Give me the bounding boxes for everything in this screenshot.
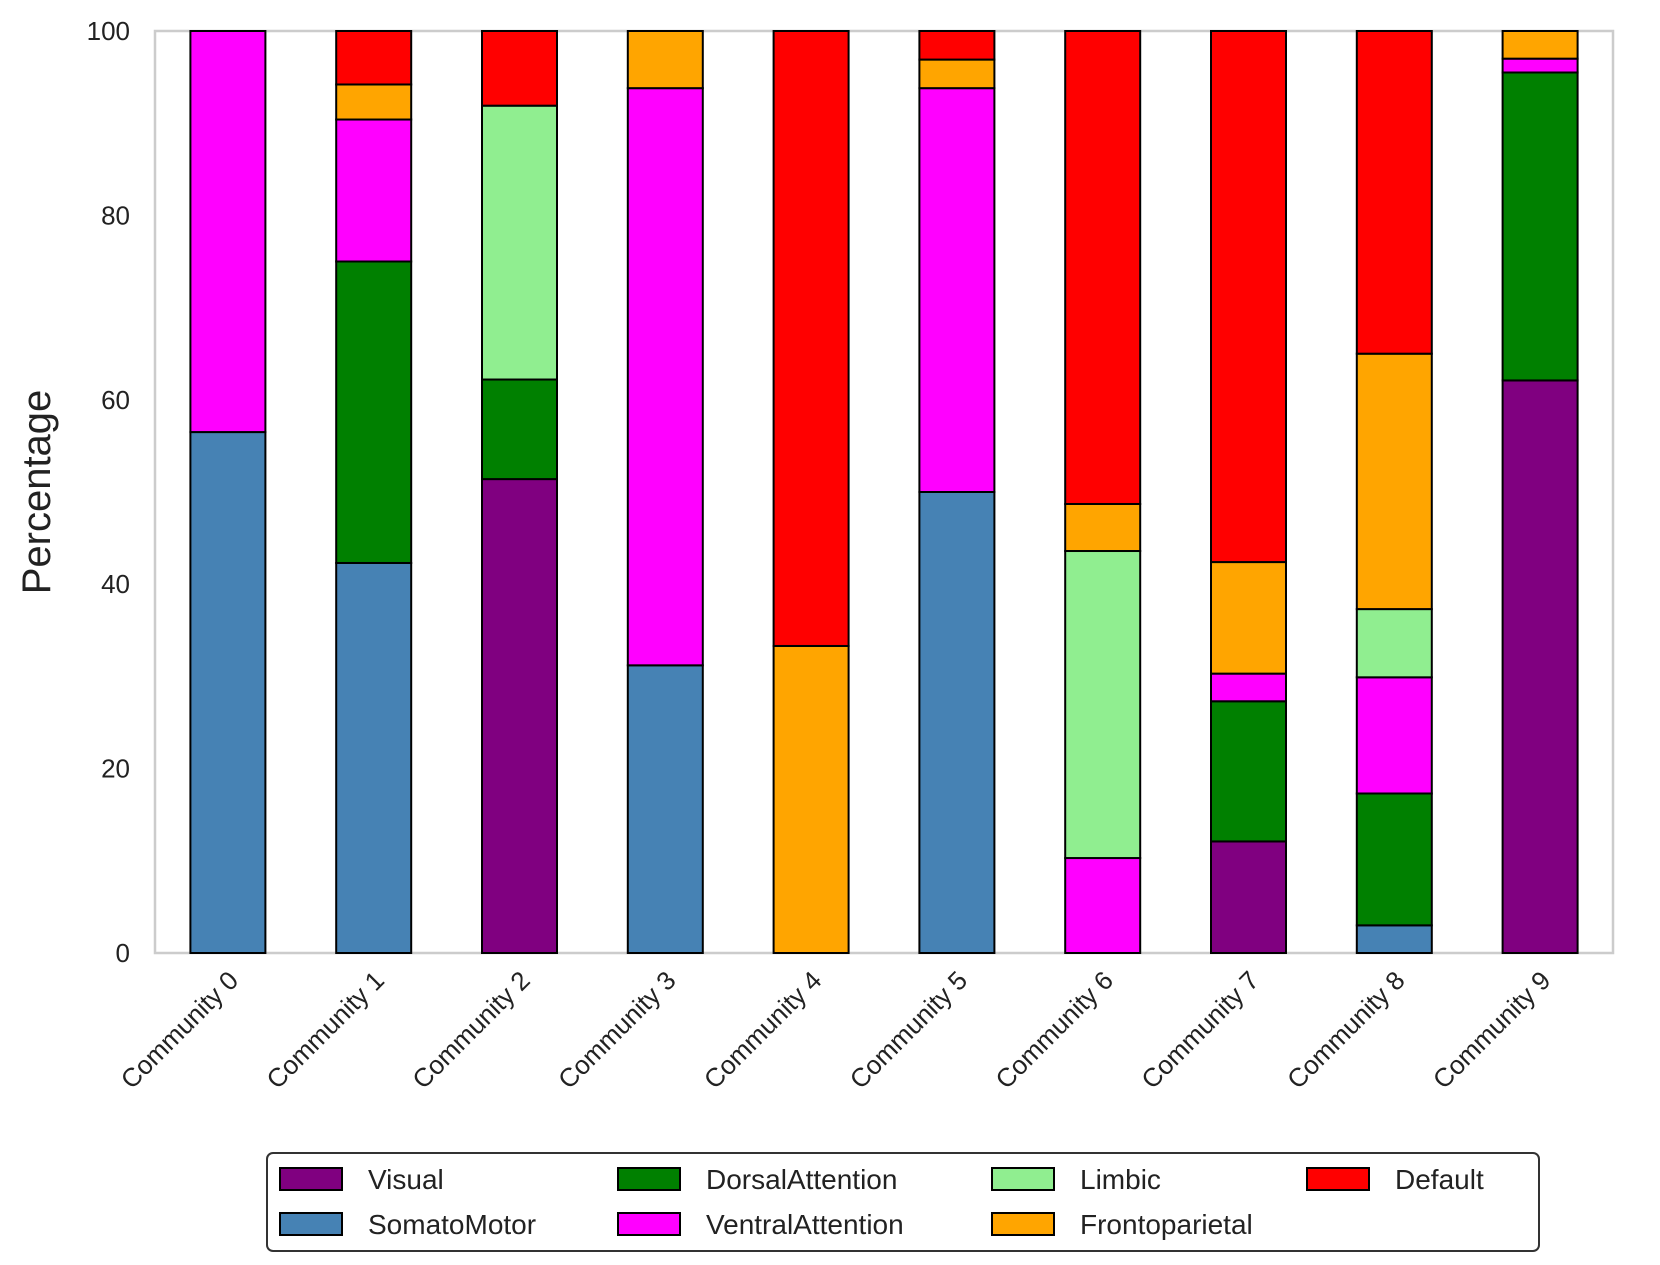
bar-segment-limbic-c8: [1355, 608, 1433, 679]
y-tick-label: 80: [101, 200, 130, 230]
legend-swatch-somatomotor: [279, 1212, 343, 1236]
bar-segment-dorsalattention-c2: [481, 378, 558, 481]
bar-segment-frontoparietal-c4: [772, 644, 850, 954]
bar-segment-default-c1: [335, 30, 413, 86]
legend-swatch-dorsalattention: [617, 1167, 681, 1191]
bar-segment-somatomotor-c3: [626, 664, 704, 955]
x-tick-label: Community 9: [1427, 965, 1557, 1095]
legend-swatch-limbic: [991, 1167, 1055, 1191]
bar-segment-somatomotor-c1: [335, 561, 413, 954]
legend-label-default: Default: [1395, 1164, 1484, 1195]
legend-label-somatomotor: SomatoMotor: [368, 1209, 536, 1240]
legend-box: [266, 1152, 1540, 1252]
bar-segment-frontoparietal-c7: [1210, 561, 1287, 675]
bars-layer: [189, 30, 1579, 955]
x-tick-label: Community 3: [552, 965, 682, 1095]
x-tick-label: Community 0: [115, 965, 245, 1095]
x-tick-label: Community 4: [698, 965, 828, 1095]
bar-segment-frontoparietal-c8: [1355, 352, 1433, 611]
y-tick-label: 60: [101, 385, 130, 415]
bar-segment-visual-c9: [1501, 379, 1579, 954]
bar-segment-dorsalattention-c7: [1210, 700, 1287, 843]
legend: Visual SomatoMotor DorsalAttention VentralA…: [266, 1152, 1540, 1252]
legend-label-dorsalattention: DorsalAttention: [706, 1164, 897, 1195]
bar-segment-default-c4: [772, 30, 850, 647]
bar-segment-default-c2: [481, 30, 558, 107]
bar-segment-ventralattention-c9: [1501, 57, 1579, 74]
x-axis: Community 0 Community 1 Community 2 Communi…: [115, 965, 1557, 1095]
bar-segment-default-c5: [918, 30, 996, 61]
x-tick-label: Community 5: [844, 965, 974, 1095]
bar-segment-ventralattention-c7: [1210, 672, 1287, 703]
bar-segment-limbic-c2: [481, 104, 558, 381]
bar-segment-ventralattention-c0: [189, 30, 267, 434]
legend-label-frontoparietal: Frontoparietal: [1080, 1209, 1253, 1240]
bar-segment-ventralattention-c8: [1355, 676, 1433, 795]
legend-label-ventralattention: VentralAttention: [706, 1209, 904, 1240]
bar-segment-frontoparietal-c6: [1064, 502, 1142, 553]
bar-segment-dorsalattention-c9: [1501, 71, 1579, 382]
bar-segment-ventralattention-c1: [335, 118, 413, 263]
bar-segment-frontoparietal-c1: [335, 83, 413, 121]
y-tick-label: 20: [101, 754, 130, 784]
legend-label-visual: Visual: [368, 1164, 444, 1195]
legend-swatch-visual: [279, 1167, 343, 1191]
y-axis: 0 20 40 60 80 100: [87, 16, 130, 968]
bar-segment-default-c7: [1210, 30, 1287, 564]
y-axis-label: Percentage: [15, 390, 59, 595]
x-tick-label: Community 6: [989, 965, 1119, 1095]
x-tick-label: Community 1: [260, 965, 390, 1095]
bar-segment-default-c8: [1355, 30, 1433, 355]
bar-segment-ventralattention-c6: [1064, 857, 1142, 955]
legend-swatch-default: [1306, 1167, 1370, 1191]
bar-segment-visual-c2: [481, 478, 558, 954]
bar-segment-visual-c7: [1210, 840, 1287, 954]
legend-swatch-ventralattention: [617, 1212, 681, 1236]
x-tick-label: Community 7: [1135, 965, 1265, 1095]
bar-segment-dorsalattention-c8: [1355, 792, 1433, 927]
bar-segment-frontoparietal-c3: [626, 30, 704, 90]
x-tick-label: Community 8: [1281, 965, 1411, 1095]
y-tick-label: 40: [101, 569, 130, 599]
x-tick-label: Community 2: [406, 965, 536, 1095]
bar-segment-dorsalattention-c1: [335, 260, 413, 564]
bar-segment-frontoparietal-c9: [1501, 30, 1579, 60]
bar-segment-somatomotor-c8: [1355, 924, 1433, 955]
legend-label-limbic: Limbic: [1080, 1164, 1161, 1195]
bar-segment-somatomotor-c0: [189, 431, 267, 954]
bar-segment-somatomotor-c5: [918, 491, 996, 954]
y-tick-label: 100: [87, 16, 130, 46]
y-tick-label: 0: [116, 938, 130, 968]
legend-swatch-frontoparietal: [991, 1212, 1055, 1236]
bar-segment-default-c6: [1064, 30, 1142, 505]
bar-segment-ventralattention-c3: [626, 87, 704, 667]
bar-segment-frontoparietal-c5: [918, 58, 996, 90]
bar-segment-limbic-c6: [1064, 550, 1142, 860]
bar-segment-ventralattention-c5: [918, 87, 996, 493]
